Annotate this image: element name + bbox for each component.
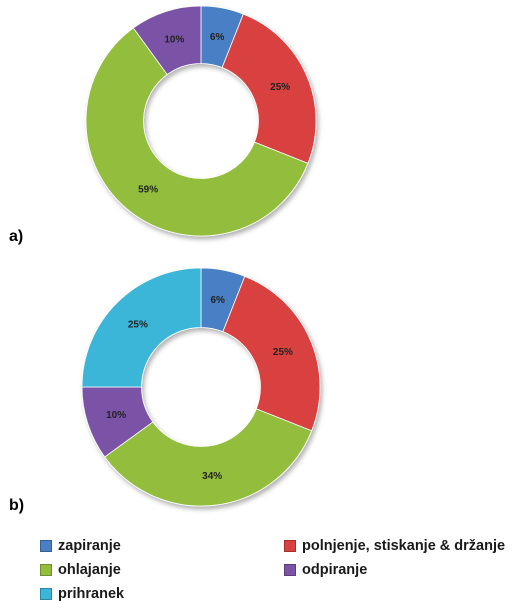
donut-chart-a	[85, 5, 317, 237]
slice-b-1	[222, 275, 321, 432]
slice-a-2	[85, 27, 309, 237]
slice-label-a-0: 6%	[210, 32, 225, 43]
legend-swatch-polnjenje	[284, 540, 296, 552]
slice-b-4	[81, 267, 202, 388]
donut-chart-b	[81, 267, 321, 507]
legend-item-ohlajanje: ohlajanje	[40, 562, 121, 578]
legend-label-zapiranje: zapiranje	[58, 538, 121, 554]
slice-a-1	[221, 13, 317, 164]
legend: zapiranje polnjenje, stiskanje & držanje…	[40, 536, 514, 603]
slice-label-a-2: 59%	[138, 185, 158, 196]
donut-charts: 6% 25% 59% 10% 6% 25% 34% 10% 25%	[81, 5, 321, 507]
legend-swatch-odpiranje	[284, 564, 296, 576]
slice-label-a-3: 10%	[164, 34, 184, 45]
slice-label-b-3: 10%	[106, 410, 126, 421]
panel-label-a: a)	[9, 228, 24, 245]
legend-item-odpiranje: odpiranje	[284, 562, 367, 578]
legend-label-prihranek: prihranek	[58, 586, 125, 602]
legend-swatch-prihranek	[40, 588, 52, 600]
slice-labels-a: 6% 25% 59% 10%	[138, 32, 290, 196]
legend-swatch-zapiranje	[40, 540, 52, 552]
panel-label-b: b)	[9, 497, 25, 514]
slice-label-b-4: 25%	[128, 319, 148, 330]
slice-label-a-1: 25%	[270, 82, 290, 93]
slice-label-b-2: 34%	[202, 471, 222, 482]
legend-label-polnjenje: polnjenje, stiskanje & držanje	[302, 538, 506, 554]
legend-label-ohlajanje: ohlajanje	[58, 562, 121, 578]
legend-item-prihranek: prihranek	[40, 586, 124, 602]
slice-labels-b: 6% 25% 34% 10% 25%	[106, 295, 293, 482]
legend-item-polnjenje: polnjenje, stiskanje & držanje	[284, 538, 505, 554]
legend-item-zapiranje: zapiranje	[40, 538, 121, 554]
legend-label-odpiranje: odpiranje	[302, 562, 368, 578]
slice-label-b-0: 6%	[210, 295, 225, 306]
slice-b-2	[104, 408, 313, 507]
slice-a-3	[132, 5, 202, 76]
legend-swatch-ohlajanje	[40, 564, 52, 576]
slice-label-b-1: 25%	[273, 347, 293, 358]
